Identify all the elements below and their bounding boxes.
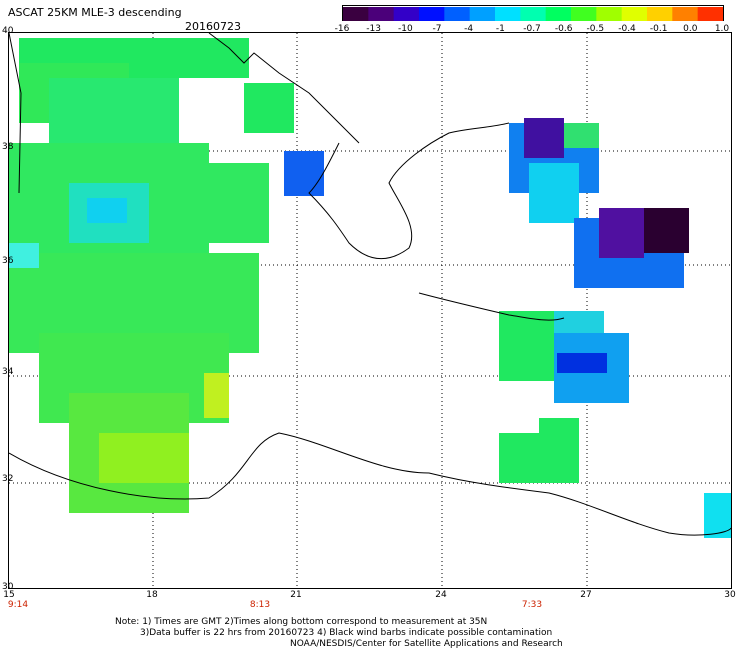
color-bar-tick-label: -0.7 — [523, 24, 541, 34]
latitude-label: 36 — [2, 256, 14, 266]
color-bar-segment — [596, 7, 623, 21]
longitude-label: 18 — [146, 590, 158, 600]
color-bar-segment — [520, 7, 547, 21]
note-line-2: 3)Data buffer is 22 hrs from 20160723 4)… — [140, 628, 553, 638]
longitude-label: 30 — [724, 590, 736, 600]
note-line-1: Note: 1) Times are GMT 2)Times along bot… — [115, 617, 488, 627]
color-bar-segment — [444, 7, 471, 21]
longitude-label: 15 — [3, 590, 15, 600]
color-bar-segment — [343, 7, 369, 21]
color-bar-tick-label: -4 — [464, 24, 474, 34]
latitude-label: 38 — [2, 142, 14, 152]
map-frame — [8, 32, 732, 589]
color-bar-segment — [469, 7, 496, 21]
color-bar-tick-label: 1.0 — [714, 24, 730, 34]
wind-swath-east — [284, 118, 731, 538]
latitude-label: 34 — [2, 367, 14, 377]
color-bar-segment — [545, 7, 572, 21]
color-bar-tick-label: -0.6 — [554, 24, 573, 34]
time-label: 9:14 — [7, 600, 29, 610]
map-title: ASCAT 25KM MLE-3 descending — [8, 6, 182, 19]
color-bar-tick-label: -0.1 — [649, 24, 668, 34]
color-bar-tick-label: -13 — [366, 24, 382, 34]
note-line-3: NOAA/NESDIS/Center for Satellite Applica… — [290, 639, 563, 649]
latitude-label: 40 — [2, 26, 14, 36]
color-bar-tick-label: -7 — [432, 24, 442, 34]
color-bar-tick-label: -16 — [334, 24, 350, 34]
color-bar-segment — [621, 7, 648, 21]
color-bar-tick-label: -1 — [495, 24, 505, 34]
color-bar-segment — [393, 7, 420, 21]
wind-swath-west — [9, 38, 294, 513]
map-date: 20160723 — [185, 20, 241, 33]
coastlines — [9, 33, 731, 536]
color-bar-tick-label: -0.5 — [586, 24, 605, 34]
longitude-label: 27 — [580, 590, 592, 600]
latitude-label: 32 — [2, 474, 14, 484]
color-bar-tick-label: -10 — [397, 24, 413, 34]
time-label: 8:13 — [249, 600, 271, 610]
color-bar-segment — [419, 7, 445, 21]
color-bar-segment — [368, 7, 395, 21]
color-bar-segment — [495, 7, 521, 21]
latitude-label: 30 — [2, 582, 14, 592]
color-bar-tick-label: -0.4 — [618, 24, 636, 34]
color-bar-segment — [697, 7, 724, 21]
longitude-label: 21 — [290, 590, 302, 600]
color-bar-tick-label: 0.0 — [683, 24, 698, 34]
map-svg — [9, 33, 731, 588]
color-bar-gradient — [343, 7, 724, 21]
color-bar — [342, 5, 724, 21]
longitude-label: 24 — [435, 590, 447, 600]
color-bar-segment — [647, 7, 673, 21]
color-bar-segment — [672, 7, 699, 21]
time-label: 7:33 — [521, 600, 543, 610]
color-bar-segment — [571, 7, 597, 21]
